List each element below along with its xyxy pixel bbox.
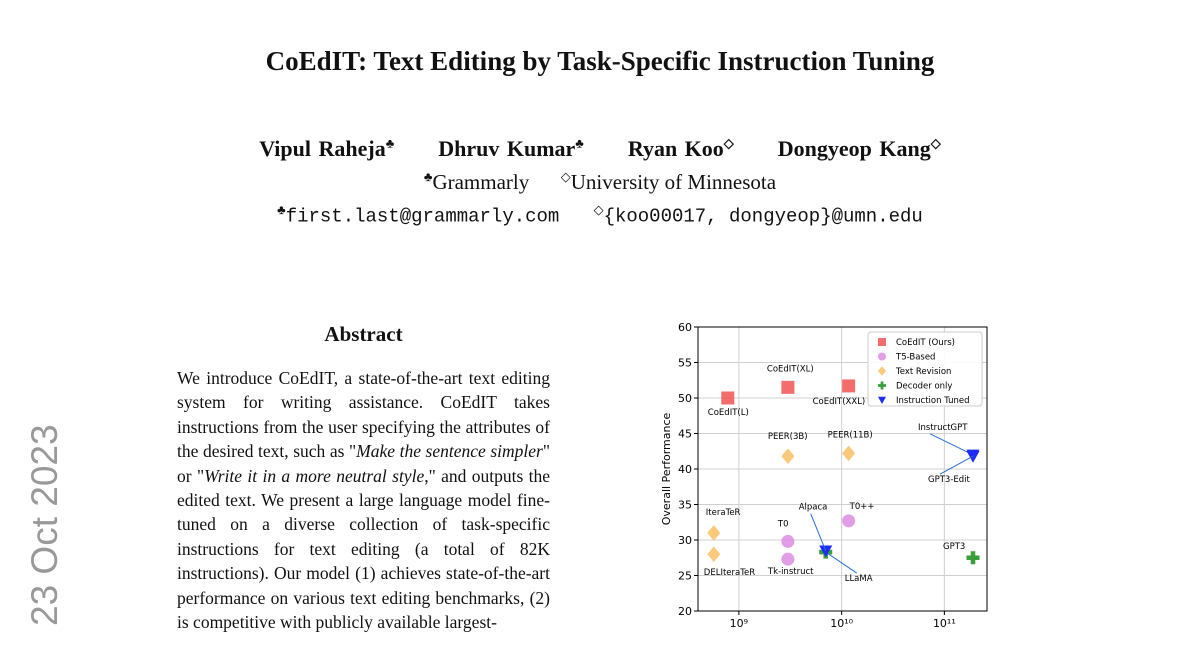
abstract-text: Make the sentence simpler bbox=[356, 441, 543, 462]
abstract-text: Write it in a more neutral style bbox=[204, 465, 425, 486]
point-label: Tk-instruct bbox=[767, 567, 814, 577]
point-label: LLaMA bbox=[845, 574, 873, 584]
affiliation: Grammarly bbox=[432, 170, 530, 194]
legend-label: Decoder only bbox=[896, 382, 952, 392]
author-mark: ◇ bbox=[930, 136, 941, 151]
y-tick-label: 30 bbox=[678, 534, 692, 547]
point bbox=[966, 551, 980, 565]
x-tick-label: 10⁹ bbox=[730, 617, 748, 630]
affiliations: ♣Grammarly ◇University of Minnesota bbox=[0, 169, 1200, 195]
point bbox=[842, 379, 856, 393]
paper-title: CoEdIT: Text Editing by Task-Specific In… bbox=[265, 46, 935, 76]
point bbox=[781, 380, 795, 394]
author-mark: ◇ bbox=[723, 136, 734, 151]
abstract-text: " or " bbox=[177, 441, 550, 486]
x-tick-label: 10¹⁰ bbox=[830, 617, 853, 630]
point-label: IteraTeR bbox=[706, 508, 741, 518]
point-label: GPT3 bbox=[943, 542, 965, 552]
x-tick-label: 10¹¹ bbox=[933, 617, 956, 630]
author: Dhruv Kumar bbox=[438, 136, 576, 162]
point bbox=[781, 552, 795, 566]
point bbox=[819, 545, 833, 558]
author-mark: ♣ bbox=[575, 136, 584, 151]
point-label: PEER(11B) bbox=[828, 430, 873, 440]
legend-marker bbox=[878, 366, 886, 376]
annotation-arrow bbox=[929, 433, 974, 456]
point-label: GPT3-Edit bbox=[928, 475, 971, 485]
author: Ryan Koo bbox=[627, 136, 724, 162]
author: Dongyeop Kang bbox=[777, 136, 931, 162]
point-label: T0 bbox=[777, 519, 789, 529]
point-label: PEER(3B) bbox=[768, 432, 808, 442]
annotation-arrow bbox=[825, 551, 857, 574]
email: first.last@grammarly.com bbox=[285, 205, 560, 228]
point-label: CoEdIT(L) bbox=[708, 408, 749, 418]
point bbox=[721, 391, 735, 405]
affil-mark: ◇ bbox=[560, 169, 571, 184]
annotation-arrow bbox=[939, 455, 974, 475]
emails: ♣first.last@grammarly.com ◇{koo00017, do… bbox=[0, 202, 1200, 227]
legend-label: Text Revision bbox=[895, 367, 951, 377]
abstract-text: ," and outputs the edited text. We prese… bbox=[177, 465, 551, 633]
y-tick-label: 40 bbox=[678, 463, 692, 476]
y-tick-label: 20 bbox=[678, 605, 692, 618]
point-label: CoEdIT(XL) bbox=[767, 364, 814, 374]
legend-label: Instruction Tuned bbox=[896, 396, 970, 406]
point bbox=[842, 445, 856, 462]
plot-frame bbox=[697, 326, 988, 612]
author: Vipul Raheja bbox=[259, 136, 386, 162]
arxiv-stamp: 23 Oct 2023 bbox=[24, 424, 65, 626]
abstract: We introduce CoEdIT, a state-of-the-art … bbox=[177, 366, 550, 634]
y-tick-label: 55 bbox=[678, 357, 692, 370]
point bbox=[781, 448, 795, 465]
point bbox=[707, 525, 721, 541]
annotation-arrow bbox=[810, 513, 827, 551]
email-mark: ◇ bbox=[593, 202, 604, 217]
y-tick-label: 25 bbox=[678, 570, 692, 583]
point-label: CoEdIT(XXL) bbox=[813, 397, 866, 407]
authors: Vipul Raheja♣ Dhruv Kumar♣ Ryan Koo◇ Dongye… bbox=[0, 136, 1200, 162]
abstract-text: We introduce CoEdIT, a state-of-the-art … bbox=[177, 368, 550, 462]
chart: 20 25 30 35 40 45 50 55 60 10⁹ 10¹⁰ 10¹¹ Overall Per… bbox=[660, 321, 988, 630]
y-tick-label: 35 bbox=[678, 499, 692, 512]
y-tick-label: 50 bbox=[678, 392, 692, 405]
point-label: InstructGPT bbox=[918, 423, 968, 433]
legend-marker bbox=[878, 381, 886, 390]
point-label: DELIteraTeR bbox=[704, 568, 755, 578]
y-tick-label: 60 bbox=[678, 321, 692, 334]
legend-marker bbox=[878, 352, 886, 361]
legend-box bbox=[867, 331, 983, 407]
point-label: T0++ bbox=[849, 502, 875, 512]
legend-marker bbox=[878, 338, 886, 346]
point bbox=[781, 534, 795, 548]
point bbox=[966, 451, 980, 463]
legend-marker bbox=[878, 396, 886, 404]
point bbox=[842, 514, 856, 528]
affiliation: University of Minnesota bbox=[570, 170, 777, 194]
affil-mark: ♣ bbox=[423, 169, 433, 184]
legend-label: CoEdIT (Ours) bbox=[896, 338, 955, 348]
author-mark: ♣ bbox=[385, 136, 395, 151]
legend-label: T5-Based bbox=[895, 353, 935, 363]
email-mark: ♣ bbox=[277, 202, 286, 217]
point bbox=[707, 546, 721, 562]
point-label: Alpaca bbox=[799, 503, 828, 513]
email: {koo00017, dongyeop}@umn.edu bbox=[603, 205, 923, 228]
y-tick-label: 45 bbox=[678, 428, 692, 441]
abstract-heading: Abstract bbox=[324, 322, 403, 346]
y-axis-label: Overall Performance bbox=[660, 413, 673, 526]
